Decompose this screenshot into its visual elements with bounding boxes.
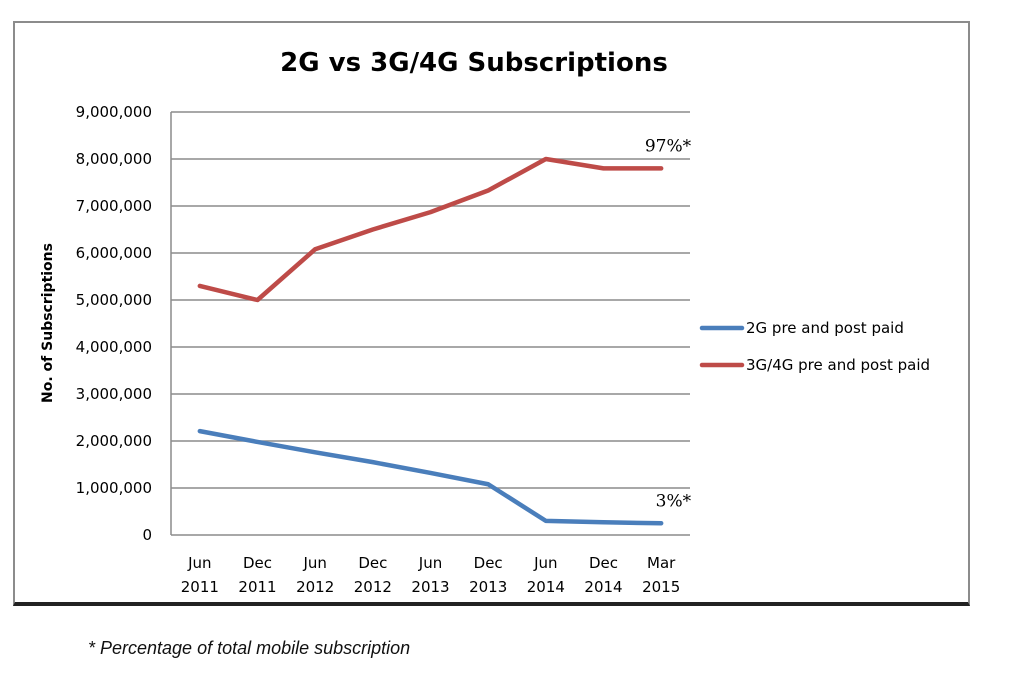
y-tick-label: 9,000,000 bbox=[76, 103, 152, 121]
gridlines bbox=[170, 111, 690, 536]
x-tick-label: Jun bbox=[418, 554, 442, 572]
y-tick-label: 1,000,000 bbox=[76, 479, 152, 497]
x-tick-label: 2014 bbox=[584, 578, 622, 596]
x-tick-label: 2011 bbox=[181, 578, 219, 596]
x-tick-label: Mar bbox=[647, 554, 676, 572]
chart-frame bbox=[13, 21, 970, 606]
x-tick-label: 2013 bbox=[411, 578, 449, 596]
footnote: * Percentage of total mobile subscriptio… bbox=[88, 638, 411, 658]
series-line-2g bbox=[197, 428, 664, 526]
y-tick-label: 0 bbox=[142, 526, 152, 544]
end-annotation: 3%* bbox=[656, 491, 692, 511]
x-tick-label: Dec bbox=[358, 554, 387, 572]
series-lines bbox=[197, 156, 664, 526]
y-axis-label: No. of Subscriptions bbox=[40, 243, 56, 403]
y-tick-labels: 0 1,000,000 2,000,000 3,000,000 4,000,000 5,0… bbox=[76, 103, 152, 544]
y-tick-label: 8,000,000 bbox=[76, 150, 152, 168]
x-tick-label: 2013 bbox=[469, 578, 507, 596]
legend: 2G pre and post paid 3G/4G pre and post p… bbox=[699, 319, 930, 374]
chart-title: 2G vs 3G/4G Subscriptions bbox=[280, 48, 668, 78]
end-annotation: 97%* bbox=[645, 136, 692, 156]
x-tick-label: 2015 bbox=[642, 578, 680, 596]
legend-label: 3G/4G pre and post paid bbox=[746, 356, 930, 374]
x-tick-label: 2014 bbox=[527, 578, 565, 596]
x-tick-label: Dec bbox=[589, 554, 618, 572]
x-tick-label: Jun bbox=[533, 554, 557, 572]
legend-label: 2G pre and post paid bbox=[746, 319, 904, 337]
y-tick-label: 3,000,000 bbox=[76, 385, 152, 403]
y-tick-label: 4,000,000 bbox=[76, 338, 152, 356]
x-tick-label: 2012 bbox=[354, 578, 392, 596]
y-tick-label: 2,000,000 bbox=[76, 432, 152, 450]
series-line-3g-4g bbox=[197, 156, 664, 303]
annotations: 3%* 97%* bbox=[645, 136, 692, 511]
x-tick-label: 2012 bbox=[296, 578, 334, 596]
x-tick-label: Jun bbox=[187, 554, 211, 572]
x-tick-label: Dec bbox=[474, 554, 503, 572]
y-tick-label: 6,000,000 bbox=[76, 244, 152, 262]
y-tick-label: 5,000,000 bbox=[76, 291, 152, 309]
x-tick-labels: Jun 2011 Dec 2011 Jun 2012 Dec 2012 Jun 2013 Dec 20… bbox=[181, 554, 681, 596]
y-tick-label: 7,000,000 bbox=[76, 197, 152, 215]
x-tick-label: Dec bbox=[243, 554, 272, 572]
x-tick-label: Jun bbox=[302, 554, 326, 572]
x-tick-label: 2011 bbox=[238, 578, 276, 596]
